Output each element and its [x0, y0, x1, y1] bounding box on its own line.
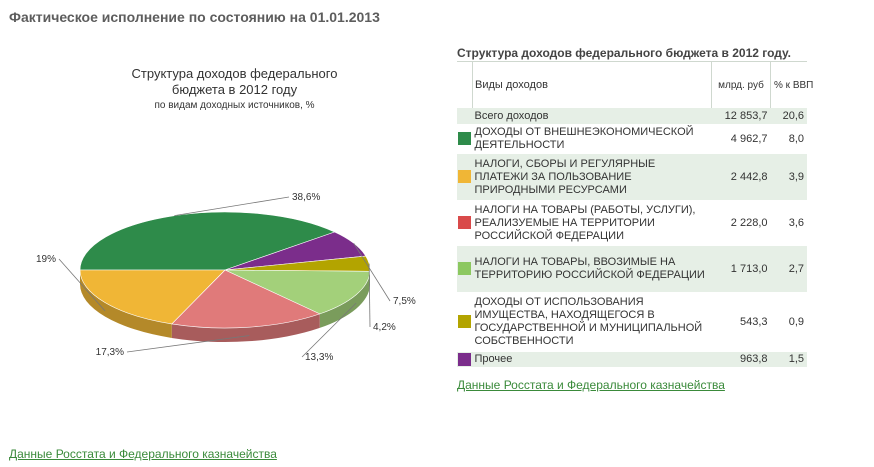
row-label: НАЛОГИ НА ТОВАРЫ, ВВОЗИМЫЕ НА ТЕРРИТОРИЮ… [472, 246, 712, 292]
pie-data-label: 13,3% [305, 352, 333, 363]
table-row: ДОХОДЫ ОТ ВНЕШНЕЭКОНОМИЧЕСКОЙ ДЕЯТЕЛЬНОС… [457, 124, 807, 154]
chart-source-link[interactable]: Данные Росстата и Федерального казначейс… [9, 447, 277, 461]
table-row: ДОХОДЫ ОТ ИСПОЛЬЗОВАНИЯ ИМУЩЕСТВА, НАХОД… [457, 292, 807, 352]
row-label: Всего доходов [472, 108, 712, 124]
chart-title: Структура доходов федерального бюджета в… [131, 66, 338, 97]
row-label: ДОХОДЫ ОТ ВНЕШНЕЭКОНОМИЧЕСКОЙ ДЕЯТЕЛЬНОС… [474, 126, 694, 151]
table-title: Структура доходов федерального бюджета в… [457, 46, 792, 60]
row-gdp: 0,9 [788, 315, 804, 328]
pie-leader-line [126, 335, 250, 353]
revenue-table: Виды доходов млрд. руб % к ВВП Всего дох… [457, 61, 813, 367]
legend-swatch [458, 170, 471, 184]
pie-data-label: 4,2% [373, 322, 396, 333]
legend-swatch [458, 352, 471, 366]
row-label: ДОХОДЫ ОТ ИСПОЛЬЗОВАНИЯ ИМУЩЕСТВА, НАХОД… [474, 296, 703, 347]
row-label: НАЛОГИ НА ТОВАРЫ (РАБОТЫ, УСЛУГИ), РЕАЛИ… [474, 203, 696, 242]
row-bln: 543,3 [739, 315, 768, 328]
row-bln: 12 853,7 [711, 108, 771, 124]
row-gdp: 8,0 [788, 132, 804, 145]
row-swatch-cell [457, 200, 473, 246]
legend-swatch [458, 262, 471, 276]
pie-data-label: 38,6% [292, 192, 320, 203]
header-type: Виды доходов [472, 61, 712, 108]
table-row: НАЛОГИ НА ТОВАРЫ, ВВОЗИМЫЕ НА ТЕРРИТОРИЮ… [457, 246, 807, 292]
pie-leader-line [174, 196, 290, 217]
header-gdp: % к ВВП [770, 61, 813, 108]
row-bln: 2 228,0 [730, 216, 768, 229]
pie-slice[interactable] [79, 211, 336, 271]
table-row: Прочее 963,8 1,5 [457, 352, 807, 367]
row-swatch-cell [457, 154, 473, 200]
table-row: НАЛОГИ НА ТОВАРЫ (РАБОТЫ, УСЛУГИ), РЕАЛИ… [457, 200, 807, 246]
row-swatch-cell [457, 124, 473, 154]
row-swatch-cell [457, 352, 473, 367]
row-swatch-cell [457, 108, 473, 124]
legend-swatch [458, 315, 471, 329]
header-bln: млрд. руб [711, 61, 771, 108]
row-swatch-cell [457, 292, 473, 352]
pie-slice[interactable] [79, 269, 226, 325]
pie-leader-line [353, 243, 391, 302]
row-gdp: 1,5 [770, 352, 807, 367]
row-gdp: 2,7 [770, 246, 807, 292]
legend-swatch [458, 216, 471, 230]
row-gdp: 3,6 [788, 216, 804, 229]
pie-data-label: 17,3% [96, 347, 124, 358]
pie-slice[interactable] [171, 269, 321, 329]
row-bln: 4 962,7 [730, 132, 768, 145]
pie-slice-side [80, 270, 172, 338]
table-row: Всего доходов 12 853,7 20,6 [457, 108, 807, 124]
row-bln: 963,8 [711, 352, 771, 367]
header-swatch-cell [457, 61, 473, 108]
pie-leader-line [368, 263, 371, 328]
page-title: Фактическое исполнение по состоянию на 0… [9, 9, 380, 25]
row-label: НАЛОГИ, СБОРЫ И РЕГУЛЯРНЫЕ ПЛАТЕЖИ ЗА ПО… [472, 154, 712, 200]
pie-leader-line [58, 258, 106, 312]
legend-swatch [458, 132, 471, 146]
table-source-link[interactable]: Данные Росстата и Федерального казначейс… [457, 378, 725, 392]
pie-slice-side [319, 271, 370, 328]
table-header-row: Виды доходов млрд. руб % к ВВП [457, 61, 813, 108]
row-gdp: 3,9 [770, 154, 807, 200]
row-bln: 1 713,0 [711, 246, 771, 292]
pie-data-label: 19% [36, 254, 56, 265]
row-gdp: 20,6 [770, 108, 807, 124]
pie-leader-line [301, 302, 357, 358]
row-label: Прочее [472, 352, 712, 367]
row-bln: 2 442,8 [711, 154, 771, 200]
pie-data-label: 7,5% [393, 296, 416, 307]
table-row: НАЛОГИ, СБОРЫ И РЕГУЛЯРНЫЕ ПЛАТЕЖИ ЗА ПО… [457, 154, 807, 200]
pie-slice-side [171, 313, 320, 342]
row-swatch-cell [457, 246, 473, 292]
chart-subtitle: по видам доходных источников, % [154, 100, 315, 111]
